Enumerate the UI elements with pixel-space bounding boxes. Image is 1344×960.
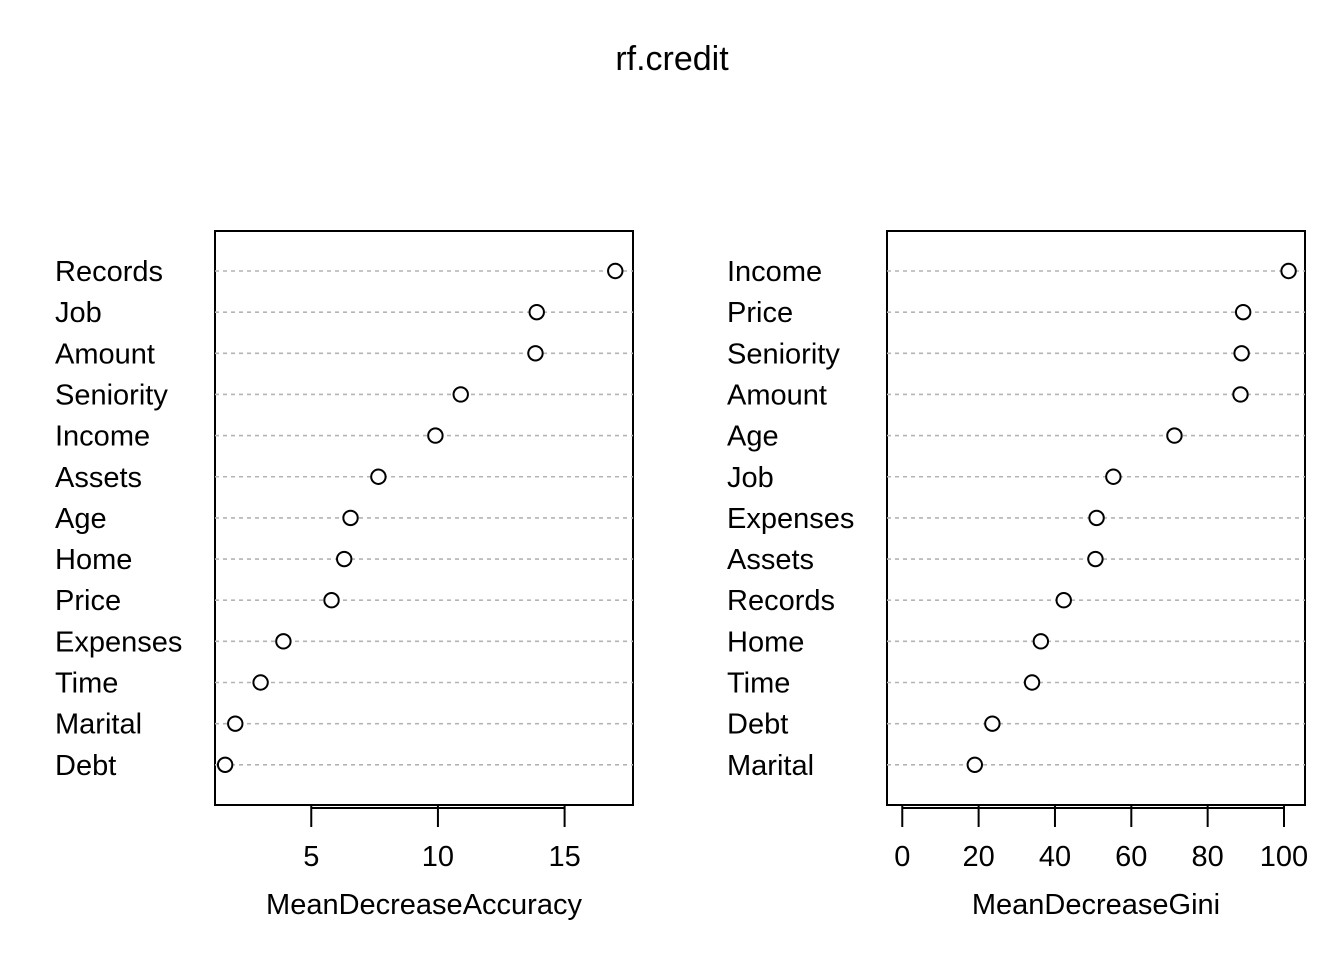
data-point bbox=[1088, 509, 1105, 527]
category-label: Seniority bbox=[727, 338, 840, 370]
data-point bbox=[370, 468, 387, 485]
data-point bbox=[275, 633, 292, 650]
category-label: Marital bbox=[55, 709, 142, 741]
category-label: Income bbox=[55, 421, 150, 453]
category-label: Age bbox=[55, 503, 107, 535]
x-tick-label: 40 bbox=[1039, 841, 1071, 873]
x-tick-label: 10 bbox=[422, 841, 454, 873]
data-point bbox=[1055, 592, 1072, 609]
panel-mean-decrease-accuracy: Records Job Amount Seniority Income Assets Age… bbox=[55, 230, 634, 921]
data-point bbox=[966, 756, 983, 773]
chart-title: rf.credit bbox=[615, 40, 729, 78]
x-tick-label: 0 bbox=[894, 841, 910, 873]
data-point bbox=[452, 386, 469, 403]
category-label: Job bbox=[55, 297, 102, 329]
x-axis-label: MeanDecreaseGini bbox=[972, 889, 1220, 921]
data-point bbox=[1233, 345, 1250, 362]
data-point bbox=[1105, 468, 1122, 485]
data-point bbox=[1023, 674, 1041, 691]
data-point bbox=[1166, 427, 1183, 444]
category-label: Job bbox=[727, 462, 774, 494]
category-label: Age bbox=[727, 421, 779, 453]
category-label: Assets bbox=[55, 462, 142, 494]
category-label: Debt bbox=[727, 709, 788, 741]
data-point bbox=[528, 303, 545, 321]
x-tick-label: 20 bbox=[962, 841, 994, 873]
data-point bbox=[227, 715, 244, 732]
data-point bbox=[527, 345, 544, 362]
x-tick-label: 80 bbox=[1192, 841, 1224, 873]
category-label: Records bbox=[55, 256, 163, 288]
x-axis: 5 10 15 bbox=[303, 805, 581, 873]
x-tick-label: 5 bbox=[303, 841, 319, 873]
data-point bbox=[427, 427, 444, 444]
x-tick-label: 60 bbox=[1115, 841, 1147, 873]
category-label: Amount bbox=[55, 338, 155, 370]
x-tick-label: 100 bbox=[1260, 841, 1308, 873]
category-label: Amount bbox=[727, 379, 827, 411]
data-point bbox=[1234, 303, 1252, 321]
category-label: Income bbox=[727, 256, 822, 288]
data-point bbox=[216, 756, 234, 773]
data-point bbox=[1087, 550, 1104, 568]
data-point bbox=[1232, 386, 1249, 403]
x-axis-label: MeanDecreaseAccuracy bbox=[266, 889, 582, 921]
category-label: Price bbox=[55, 585, 121, 617]
data-point bbox=[984, 715, 1001, 732]
data-point bbox=[342, 509, 359, 527]
category-label: Debt bbox=[55, 750, 116, 782]
category-label: Home bbox=[55, 544, 132, 576]
category-label: Marital bbox=[727, 750, 814, 782]
data-point bbox=[1032, 633, 1050, 650]
data-point bbox=[252, 674, 269, 691]
category-label: Expenses bbox=[727, 503, 854, 535]
data-point bbox=[607, 262, 624, 280]
category-label: Price bbox=[727, 297, 793, 329]
panel-mean-decrease-gini: Income Price Seniority Amount Age Job Expenses… bbox=[727, 230, 1308, 921]
data-point bbox=[323, 592, 340, 609]
category-label: Time bbox=[55, 668, 118, 700]
category-label: Expenses bbox=[55, 626, 182, 658]
data-point bbox=[1280, 262, 1297, 280]
category-label: Records bbox=[727, 585, 835, 617]
category-label: Home bbox=[727, 626, 804, 658]
x-axis: 0 20 40 60 80 100 bbox=[894, 805, 1308, 873]
category-label: Assets bbox=[727, 544, 814, 576]
x-tick-label: 15 bbox=[548, 841, 580, 873]
category-label: Seniority bbox=[55, 379, 168, 411]
data-point bbox=[336, 550, 353, 568]
category-label: Time bbox=[727, 668, 790, 700]
